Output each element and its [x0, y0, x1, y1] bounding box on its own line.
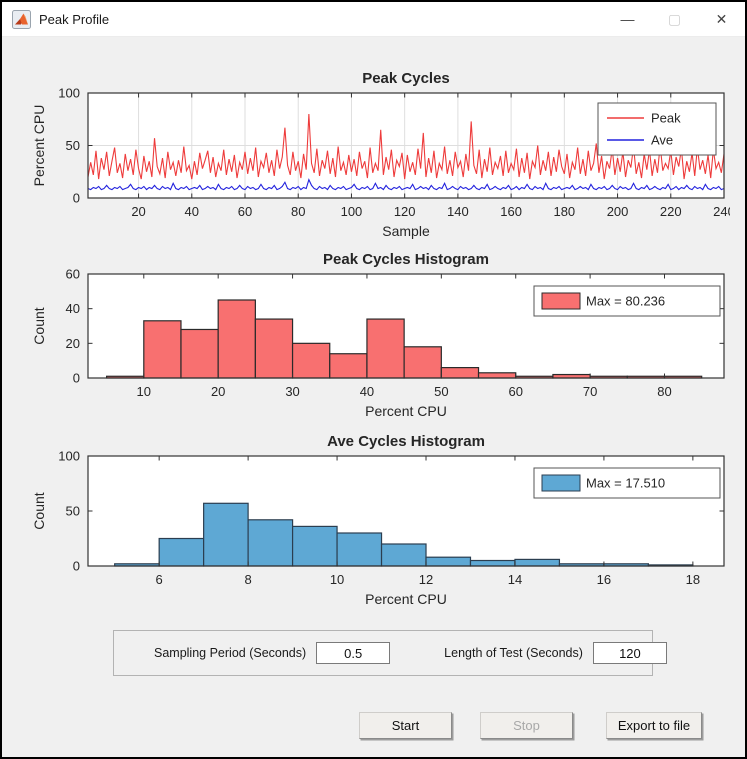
x-tick-label: 40	[360, 384, 374, 399]
histogram-bar	[469, 559, 516, 567]
histogram-bar	[366, 318, 405, 379]
x-tick-label: 60	[238, 204, 252, 219]
histogram-bar	[477, 372, 517, 379]
x-tick-label: 50	[434, 384, 448, 399]
legend-box	[597, 102, 717, 156]
y-tick-label: 0	[73, 559, 80, 574]
y-tick-label: 40	[66, 301, 80, 316]
histogram-bar	[291, 525, 338, 567]
x-tick-label: 30	[285, 384, 299, 399]
x-tick-label: 240	[713, 204, 730, 219]
x-tick-label: 70	[583, 384, 597, 399]
close-icon[interactable]: ✕	[715, 10, 728, 27]
chart-title: Peak Cycles	[362, 70, 450, 87]
x-tick-label: 160	[500, 204, 522, 219]
legend-label: Ave	[651, 133, 673, 148]
sampling-period-input[interactable]	[316, 642, 391, 664]
x-tick-label: 60	[508, 384, 522, 399]
matlab-app-icon	[12, 9, 31, 29]
chart-title: Peak Cycles Histogram	[323, 252, 489, 268]
window-title: Peak Profile	[39, 11, 110, 27]
y-tick-label: 60	[66, 267, 80, 282]
x-tick-label: 120	[394, 204, 416, 219]
legend-patch-swatch	[541, 474, 581, 492]
x-tick-label: 12	[419, 572, 433, 587]
x-tick-label: 80	[657, 384, 671, 399]
plot-border	[87, 273, 725, 379]
x-tick-label: 80	[291, 204, 305, 219]
histogram-bar	[180, 328, 219, 379]
x-tick-label: 40	[185, 204, 199, 219]
histogram-bar	[158, 537, 205, 567]
y-tick-label: 0	[73, 371, 80, 386]
y-tick-label: 20	[66, 336, 80, 351]
y-axis-label: Count	[31, 307, 47, 344]
histogram-bar	[380, 543, 427, 567]
x-tick-label: 16	[597, 572, 611, 587]
y-tick-label: 100	[58, 86, 80, 101]
length-of-test-label: Length of Test (Seconds)	[444, 646, 583, 660]
x-tick-label: 20	[211, 384, 225, 399]
maximize-icon: ▢	[667, 10, 682, 27]
histogram-bar	[203, 502, 249, 567]
x-axis-label: Percent CPU	[365, 591, 447, 607]
legend-label: Peak	[651, 111, 681, 126]
x-tick-label: 200	[607, 204, 629, 219]
x-tick-label: 140	[447, 204, 469, 219]
histogram-bar	[247, 519, 294, 567]
start-button[interactable]: Start	[359, 712, 452, 739]
x-tick-label: 8	[244, 572, 251, 587]
histogram-bar	[425, 556, 472, 567]
histogram-bar	[143, 320, 182, 379]
sampling-period-label: Sampling Period (Seconds)	[154, 646, 307, 660]
legend-label: Max = 17.510	[586, 476, 665, 491]
y-tick-label: 50	[66, 504, 80, 519]
histogram-bar	[329, 353, 368, 379]
peak-cycles-histogram: 10 20 30 40 50 60 70 80 0 20 40 60 Peak Cycles Histo…	[31, 252, 725, 419]
y-tick-label: 100	[58, 449, 80, 464]
x-tick-label: 6	[156, 572, 163, 587]
x-axis-label: Sample	[382, 223, 430, 239]
stop-button[interactable]: Stop	[480, 712, 573, 739]
peak-cycles-line-chart: 20 40 60 80 100 120 140 160 180 200 220 240 0 50 100 Pe…	[31, 70, 730, 239]
x-axis-label: Percent CPU	[365, 403, 447, 419]
ave-cycles-histogram: 6 8 10 12 14 16 18 0 50 100 Ave Cycles Histogram Pe…	[31, 434, 725, 607]
y-axis-label: Count	[31, 492, 47, 529]
series-ave	[87, 178, 725, 191]
y-tick-label: 50	[66, 138, 80, 153]
x-tick-label: 180	[553, 204, 575, 219]
histogram-bar	[217, 299, 256, 379]
y-tick-label: 0	[73, 191, 80, 206]
minimize-icon[interactable]: —	[620, 11, 635, 27]
x-tick-label: 100	[341, 204, 363, 219]
x-tick-label: 10	[330, 572, 344, 587]
length-of-test-input[interactable]	[592, 642, 667, 664]
histogram-bar	[440, 366, 480, 379]
x-tick-label: 18	[686, 572, 700, 587]
title-bar: Peak Profile — ▢ ✕	[2, 2, 745, 37]
x-tick-label: 10	[137, 384, 151, 399]
histogram-bar	[254, 318, 294, 379]
x-tick-label: 20	[131, 204, 145, 219]
chart-title: Ave Cycles Histogram	[327, 434, 485, 450]
export-to-file-button[interactable]: Export to file	[606, 712, 702, 739]
legend-label: Max = 80.236	[586, 294, 665, 309]
x-tick-label: 14	[508, 572, 522, 587]
x-tick-label: 220	[660, 204, 682, 219]
y-axis-label: Percent CPU	[31, 105, 47, 187]
settings-panel: Sampling Period (Seconds) Length of Test…	[113, 630, 667, 676]
legend-patch-swatch	[541, 292, 581, 310]
histogram-bar	[403, 346, 442, 379]
histogram-bar	[514, 558, 561, 567]
histogram-bar	[291, 342, 331, 379]
histogram-bar	[336, 532, 383, 567]
series-peak	[87, 113, 725, 180]
window-controls: — ▢ ✕	[604, 2, 745, 36]
